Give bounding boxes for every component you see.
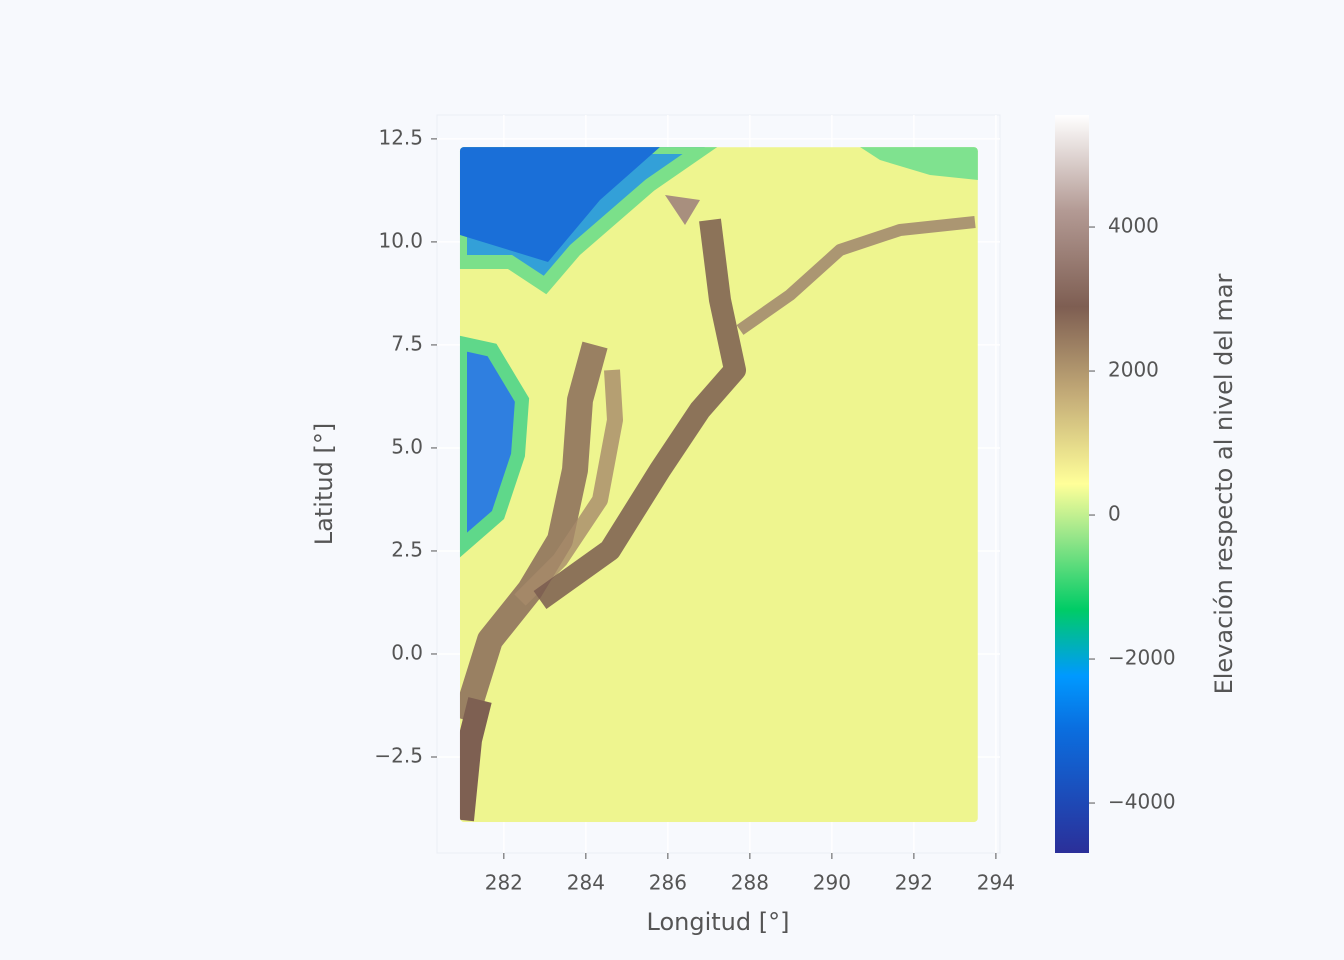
x-tick-label: 292 xyxy=(895,871,933,895)
southern-range xyxy=(459,697,492,822)
elevation-image xyxy=(459,147,978,823)
deep-sea xyxy=(460,147,660,262)
merida-range xyxy=(736,216,976,335)
x-tick-label: 288 xyxy=(731,871,769,895)
eastern-range xyxy=(533,218,746,609)
pacific-ocean xyxy=(459,334,530,564)
y-tick-label: 12.5 xyxy=(378,125,423,149)
x-axis-label: Longitud [°] xyxy=(647,908,790,936)
x-tick-label: 290 xyxy=(813,871,851,895)
colorbar xyxy=(1055,115,1089,853)
western-range xyxy=(459,341,608,724)
x-tick-label: 282 xyxy=(485,871,523,895)
y-tick-label: 2.5 xyxy=(391,537,423,561)
ticks: 282 284 286 288 290 292 294 −2.5 0.0 2.5 5.0 7.5 10.… xyxy=(374,125,1175,894)
sierra-nevada xyxy=(665,195,700,225)
y-axis-label: Latitud [°] xyxy=(310,423,338,545)
x-tick-label: 286 xyxy=(649,871,687,895)
colorbar-tick-label: −4000 xyxy=(1108,790,1176,814)
x-tick-label: 294 xyxy=(977,871,1015,895)
y-tick-label: 0.0 xyxy=(391,640,423,664)
y-tick-label: 10.0 xyxy=(378,228,423,252)
shelf xyxy=(860,147,978,180)
y-tick-label: 7.5 xyxy=(391,331,423,355)
colorbar-tick-label: 2000 xyxy=(1108,358,1159,382)
x-tick-label: 284 xyxy=(567,871,605,895)
colorbar-tick-label: −2000 xyxy=(1108,646,1176,670)
y-tick-label: −2.5 xyxy=(374,743,423,767)
central-range xyxy=(514,369,623,606)
y-tick-label: 5.0 xyxy=(391,434,423,458)
colorbar-label: Elevación respecto al nivel del mar xyxy=(1210,273,1238,694)
colorbar-tick-label: 0 xyxy=(1108,502,1121,526)
colorbar-tick-label: 4000 xyxy=(1108,214,1159,238)
